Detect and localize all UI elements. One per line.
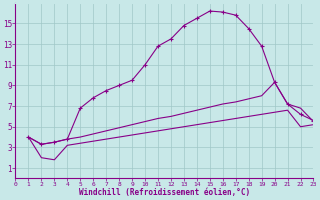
X-axis label: Windchill (Refroidissement éolien,°C): Windchill (Refroidissement éolien,°C): [79, 188, 250, 197]
